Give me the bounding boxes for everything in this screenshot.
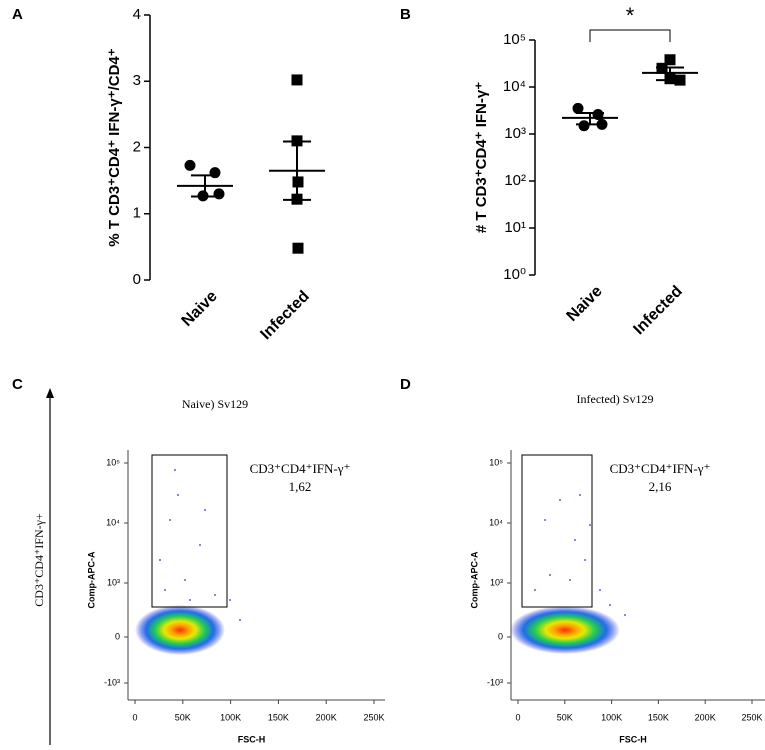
significance-bracket xyxy=(589,29,671,42)
x-tick-label: 50K xyxy=(175,712,191,722)
x-tick-label: Infected xyxy=(257,288,312,343)
y-tick-label: 0 xyxy=(115,631,120,641)
y-tick-label: 10⁵ xyxy=(489,457,503,467)
gate-label: CD3⁺CD4⁺IFN-γ⁺ xyxy=(250,461,351,476)
y-tick-label: 10⁴ xyxy=(106,517,120,527)
x-tick-label: Naive xyxy=(179,288,221,330)
y-tick-label: 10³ xyxy=(490,577,503,587)
gate-label: CD3⁺CD4⁺IFN-γ⁺ xyxy=(610,461,711,476)
sparse-events xyxy=(159,469,626,621)
x-tick-label: 250K xyxy=(741,712,762,722)
y-axis-label: # T CD3⁺CD4⁺ IFN-γ⁺ xyxy=(473,82,490,233)
x-tick-label: 0 xyxy=(515,712,520,722)
y-tick-label: 10⁵ xyxy=(106,457,120,467)
panel-letter: B xyxy=(400,6,411,23)
gate xyxy=(521,454,593,608)
panel-letter: A xyxy=(12,6,23,23)
plot-title: Naive) Sv129 xyxy=(182,397,248,411)
gate-value: 1,62 xyxy=(289,479,312,494)
y-tick-label: 0 xyxy=(498,631,503,641)
x-tick-label: 150K xyxy=(648,712,669,722)
panel-letter: D xyxy=(400,376,411,393)
density-cloud xyxy=(135,605,225,655)
side-label: CD3⁺CD4⁺IFN-γ+ xyxy=(32,513,46,607)
y-tick-label: 10³ xyxy=(504,125,526,142)
y-tick-label: 4 xyxy=(133,6,141,23)
data-point xyxy=(664,54,676,66)
x-tick-label: 50K xyxy=(557,712,573,722)
data-point xyxy=(572,102,584,114)
x-tick-label: 0 xyxy=(132,712,137,722)
x-tick-label: 250K xyxy=(363,712,384,722)
data-point xyxy=(292,242,304,254)
x-tick-label: 100K xyxy=(601,712,622,722)
data-point xyxy=(578,120,590,132)
x-tick-label: Naive xyxy=(564,283,606,325)
x-tick-label: 150K xyxy=(268,712,289,722)
data-point xyxy=(213,188,225,200)
y-tick-label: 10⁵ xyxy=(503,31,526,48)
x-tick-label: 200K xyxy=(695,712,716,722)
y-tick-label: 10² xyxy=(504,172,526,189)
y-tick-label: 10⁰ xyxy=(503,266,526,283)
data-point xyxy=(209,167,221,179)
side-axis-arrow xyxy=(46,388,54,745)
y-tick-label: 10⁴ xyxy=(489,517,503,527)
y-tick-label: -10³ xyxy=(104,677,120,687)
y-tick-label: -10³ xyxy=(487,677,503,687)
x-axis-label: FSC-H xyxy=(619,734,647,744)
y-axis-label: Comp-APC-A xyxy=(86,551,96,608)
data-point xyxy=(291,74,303,86)
significance-mark: * xyxy=(626,3,635,28)
x-tick-label: Infected xyxy=(630,283,685,338)
gate-value: 2,16 xyxy=(649,479,672,494)
data-point xyxy=(184,159,196,171)
x-tick-label: 100K xyxy=(220,712,241,722)
x-tick-label: 200K xyxy=(316,712,337,722)
x-axis-label: FSC-H xyxy=(238,734,266,744)
y-tick-label: 3 xyxy=(133,72,141,89)
y-tick-label: 10¹ xyxy=(504,219,526,236)
panel-letter: C xyxy=(12,376,23,393)
y-tick-label: 10⁴ xyxy=(503,78,526,95)
y-tick-label: 0 xyxy=(133,271,141,288)
y-tick-label: 2 xyxy=(133,138,141,155)
plot-title: Infected) Sv129 xyxy=(577,392,654,406)
y-axis-label: Comp-APC-A xyxy=(469,551,479,608)
gate xyxy=(151,454,228,608)
density-cloud xyxy=(510,606,620,654)
y-axis-label: % T CD3⁺CD4⁺ IFN-γ⁺/CD4⁺ xyxy=(106,48,123,246)
y-tick-label: 10³ xyxy=(107,577,120,587)
y-tick-label: 1 xyxy=(133,205,141,222)
